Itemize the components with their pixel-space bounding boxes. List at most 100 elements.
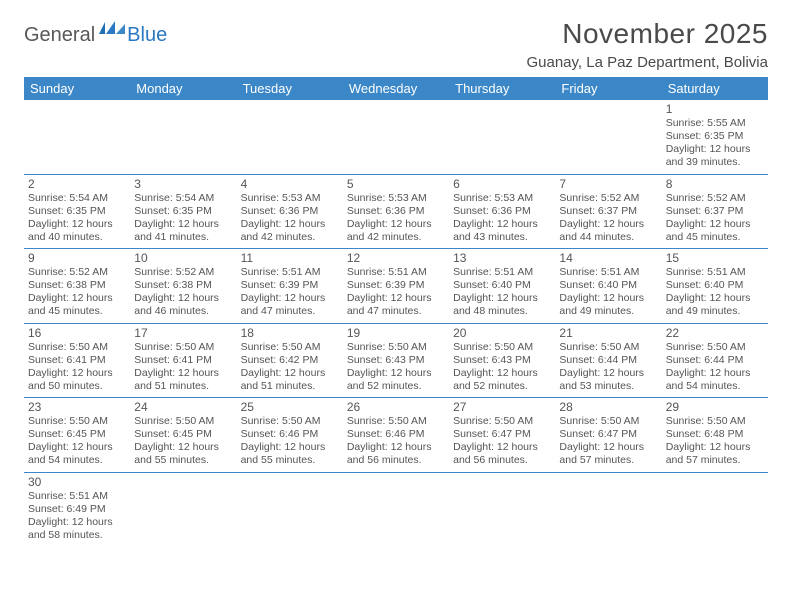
day-number: 8: [666, 177, 764, 191]
weekday-header: Monday: [130, 77, 236, 100]
sunset-text: Sunset: 6:45 PM: [28, 428, 126, 441]
day-number: 19: [347, 326, 445, 340]
day-number: 1: [666, 102, 764, 116]
sunset-text: Sunset: 6:38 PM: [28, 279, 126, 292]
calendar-day-cell: 10Sunrise: 5:52 AMSunset: 6:38 PMDayligh…: [130, 249, 236, 324]
daylight-text: and 45 minutes.: [28, 305, 126, 318]
day-number: 3: [134, 177, 232, 191]
day-number: 4: [241, 177, 339, 191]
header: General Blue November 2025 Guanay, La Pa…: [24, 18, 768, 71]
day-number: 21: [559, 326, 657, 340]
daylight-text: Daylight: 12 hours: [666, 143, 764, 156]
calendar-day-cell: 26Sunrise: 5:50 AMSunset: 6:46 PMDayligh…: [343, 398, 449, 473]
day-number: 24: [134, 400, 232, 414]
daylight-text: Daylight: 12 hours: [134, 218, 232, 231]
calendar-day-cell: 21Sunrise: 5:50 AMSunset: 6:44 PMDayligh…: [555, 323, 661, 398]
daylight-text: and 51 minutes.: [134, 380, 232, 393]
daylight-text: and 57 minutes.: [666, 454, 764, 467]
weekday-header: Tuesday: [237, 77, 343, 100]
sunset-text: Sunset: 6:35 PM: [666, 130, 764, 143]
daylight-text: Daylight: 12 hours: [347, 441, 445, 454]
weekday-header-row: SundayMondayTuesdayWednesdayThursdayFrid…: [24, 77, 768, 100]
calendar-day-cell: [555, 472, 661, 546]
daylight-text: and 39 minutes.: [666, 156, 764, 169]
sunset-text: Sunset: 6:41 PM: [28, 354, 126, 367]
daylight-text: and 46 minutes.: [134, 305, 232, 318]
sunrise-text: Sunrise: 5:51 AM: [666, 266, 764, 279]
location-subtitle: Guanay, La Paz Department, Bolivia: [526, 54, 768, 71]
sunset-text: Sunset: 6:45 PM: [134, 428, 232, 441]
sunrise-text: Sunrise: 5:54 AM: [134, 192, 232, 205]
daylight-text: and 43 minutes.: [453, 231, 551, 244]
sunset-text: Sunset: 6:44 PM: [666, 354, 764, 367]
sunset-text: Sunset: 6:47 PM: [453, 428, 551, 441]
daylight-text: Daylight: 12 hours: [28, 516, 126, 529]
sunset-text: Sunset: 6:38 PM: [134, 279, 232, 292]
day-number: 16: [28, 326, 126, 340]
sunrise-text: Sunrise: 5:50 AM: [453, 415, 551, 428]
calendar-day-cell: 22Sunrise: 5:50 AMSunset: 6:44 PMDayligh…: [662, 323, 768, 398]
sunrise-text: Sunrise: 5:51 AM: [347, 266, 445, 279]
sunrise-text: Sunrise: 5:50 AM: [28, 415, 126, 428]
sunset-text: Sunset: 6:40 PM: [666, 279, 764, 292]
daylight-text: Daylight: 12 hours: [28, 292, 126, 305]
calendar-day-cell: 9Sunrise: 5:52 AMSunset: 6:38 PMDaylight…: [24, 249, 130, 324]
calendar-day-cell: 2Sunrise: 5:54 AMSunset: 6:35 PMDaylight…: [24, 174, 130, 249]
calendar-day-cell: 4Sunrise: 5:53 AMSunset: 6:36 PMDaylight…: [237, 174, 343, 249]
calendar-day-cell: [237, 100, 343, 174]
day-number: 29: [666, 400, 764, 414]
sunset-text: Sunset: 6:39 PM: [241, 279, 339, 292]
daylight-text: and 51 minutes.: [241, 380, 339, 393]
sunrise-text: Sunrise: 5:51 AM: [241, 266, 339, 279]
sunset-text: Sunset: 6:43 PM: [347, 354, 445, 367]
daylight-text: and 54 minutes.: [666, 380, 764, 393]
daylight-text: and 58 minutes.: [28, 529, 126, 542]
title-block: November 2025 Guanay, La Paz Department,…: [526, 18, 768, 71]
sunset-text: Sunset: 6:36 PM: [453, 205, 551, 218]
sunrise-text: Sunrise: 5:51 AM: [559, 266, 657, 279]
daylight-text: and 44 minutes.: [559, 231, 657, 244]
logo-text-general: General: [24, 24, 95, 47]
calendar-day-cell: [662, 472, 768, 546]
daylight-text: and 57 minutes.: [559, 454, 657, 467]
daylight-text: Daylight: 12 hours: [28, 218, 126, 231]
sunset-text: Sunset: 6:37 PM: [559, 205, 657, 218]
calendar-day-cell: 19Sunrise: 5:50 AMSunset: 6:43 PMDayligh…: [343, 323, 449, 398]
daylight-text: Daylight: 12 hours: [559, 218, 657, 231]
sunset-text: Sunset: 6:40 PM: [559, 279, 657, 292]
calendar-day-cell: 5Sunrise: 5:53 AMSunset: 6:36 PMDaylight…: [343, 174, 449, 249]
daylight-text: and 55 minutes.: [241, 454, 339, 467]
sunrise-text: Sunrise: 5:50 AM: [347, 415, 445, 428]
calendar-week-row: 30Sunrise: 5:51 AMSunset: 6:49 PMDayligh…: [24, 472, 768, 546]
daylight-text: Daylight: 12 hours: [453, 218, 551, 231]
sunrise-text: Sunrise: 5:50 AM: [134, 415, 232, 428]
daylight-text: and 52 minutes.: [347, 380, 445, 393]
day-number: 10: [134, 251, 232, 265]
sunset-text: Sunset: 6:36 PM: [347, 205, 445, 218]
sunrise-text: Sunrise: 5:51 AM: [453, 266, 551, 279]
calendar-day-cell: 30Sunrise: 5:51 AMSunset: 6:49 PMDayligh…: [24, 472, 130, 546]
calendar-day-cell: 23Sunrise: 5:50 AMSunset: 6:45 PMDayligh…: [24, 398, 130, 473]
day-number: 15: [666, 251, 764, 265]
day-number: 25: [241, 400, 339, 414]
sunrise-text: Sunrise: 5:51 AM: [28, 490, 126, 503]
daylight-text: Daylight: 12 hours: [28, 441, 126, 454]
sunrise-text: Sunrise: 5:50 AM: [134, 341, 232, 354]
month-title: November 2025: [526, 18, 768, 50]
sunset-text: Sunset: 6:41 PM: [134, 354, 232, 367]
sunset-text: Sunset: 6:35 PM: [28, 205, 126, 218]
daylight-text: Daylight: 12 hours: [453, 367, 551, 380]
day-number: 17: [134, 326, 232, 340]
calendar-table: SundayMondayTuesdayWednesdayThursdayFrid…: [24, 77, 768, 546]
calendar-day-cell: [449, 472, 555, 546]
daylight-text: Daylight: 12 hours: [241, 367, 339, 380]
daylight-text: Daylight: 12 hours: [666, 441, 764, 454]
sunset-text: Sunset: 6:48 PM: [666, 428, 764, 441]
day-number: 2: [28, 177, 126, 191]
daylight-text: and 56 minutes.: [453, 454, 551, 467]
logo-text-blue: Blue: [127, 24, 167, 47]
calendar-day-cell: 1Sunrise: 5:55 AMSunset: 6:35 PMDaylight…: [662, 100, 768, 174]
calendar-day-cell: 15Sunrise: 5:51 AMSunset: 6:40 PMDayligh…: [662, 249, 768, 324]
day-number: 5: [347, 177, 445, 191]
day-number: 6: [453, 177, 551, 191]
